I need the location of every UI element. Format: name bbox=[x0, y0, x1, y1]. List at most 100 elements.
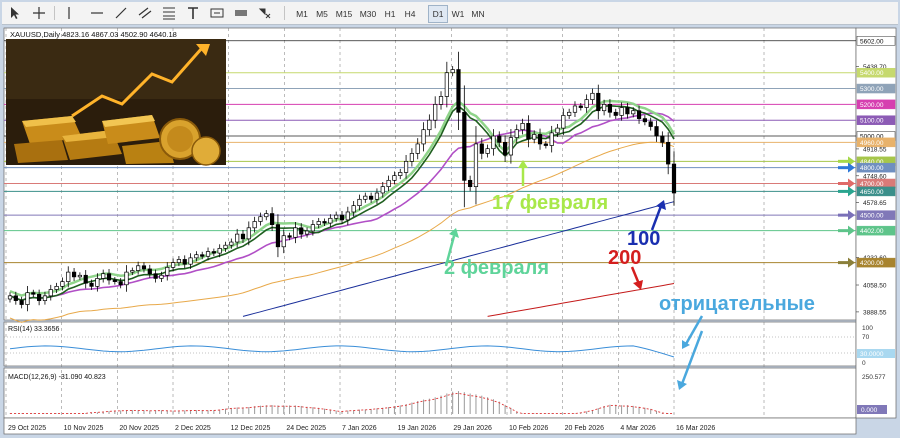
candle-body bbox=[666, 142, 671, 165]
price-axis-label: 4058.50 bbox=[863, 283, 887, 290]
candle-body bbox=[537, 134, 543, 145]
fibonacci-icon[interactable] bbox=[162, 6, 176, 20]
candle-body bbox=[468, 179, 473, 188]
macd-pane bbox=[3, 367, 857, 419]
arrow-head-icon bbox=[449, 228, 459, 238]
candle-body bbox=[508, 137, 514, 156]
candle-body bbox=[240, 233, 246, 240]
rsi-axis-70: 70 bbox=[862, 334, 870, 341]
channel-icon[interactable] bbox=[138, 6, 152, 20]
timeframe-m1[interactable]: M1 bbox=[296, 9, 308, 19]
candle-body bbox=[648, 121, 653, 127]
level-arrow-head-icon bbox=[848, 210, 855, 221]
annotation-feb17: 17 февраля bbox=[492, 192, 608, 214]
macd-axis-max: 250.577 bbox=[862, 374, 886, 381]
candle-body bbox=[374, 192, 380, 200]
macd-label: MACD(12,26,9) -31.090 40.823 bbox=[8, 374, 106, 381]
candle-body bbox=[369, 195, 374, 200]
rsi-axis-30: 30.0000 bbox=[860, 351, 884, 358]
candle-body bbox=[246, 227, 251, 240]
timeframe-h4[interactable]: H4 bbox=[404, 9, 416, 19]
price-level-label: 5300.00 bbox=[860, 86, 884, 93]
candle-body bbox=[549, 132, 554, 146]
vertical-line-icon[interactable] bbox=[62, 6, 76, 20]
candle-body bbox=[438, 96, 444, 105]
candle-body bbox=[567, 111, 572, 116]
date-label: 16 Mar 2026 bbox=[676, 425, 715, 432]
label-icon[interactable] bbox=[210, 6, 224, 20]
level-arrow-head-icon bbox=[848, 257, 855, 268]
candle-body bbox=[275, 224, 281, 248]
candlesticks bbox=[7, 51, 677, 312]
candle-body bbox=[223, 244, 228, 249]
level-arrow-head-icon bbox=[848, 225, 855, 236]
rsi-line bbox=[9, 345, 675, 358]
candle-body bbox=[654, 126, 659, 137]
candle-body bbox=[491, 135, 496, 150]
candle-body bbox=[421, 129, 426, 145]
candle-body bbox=[77, 274, 82, 278]
timeframe-m5[interactable]: M5 bbox=[316, 9, 328, 19]
candle-body bbox=[561, 115, 566, 129]
arrow-feb2 bbox=[444, 235, 456, 267]
cursor-icon[interactable] bbox=[8, 6, 22, 20]
rectangle-icon[interactable] bbox=[234, 6, 248, 20]
candle-body bbox=[235, 233, 240, 243]
price-level-tag bbox=[856, 67, 896, 78]
candle-body bbox=[95, 278, 100, 287]
date-label: 10 Feb 2026 bbox=[509, 425, 548, 432]
timeframe-d1[interactable]: D1 bbox=[428, 5, 448, 23]
candle-body bbox=[631, 110, 636, 115]
candle-body bbox=[31, 292, 36, 295]
candle-body bbox=[462, 111, 467, 181]
rsi-axis-0: 0 bbox=[862, 360, 866, 367]
candle-body bbox=[159, 274, 164, 279]
timeframe-h1[interactable]: H1 bbox=[384, 9, 396, 19]
level-arrow-head-icon bbox=[848, 178, 855, 189]
price-level-label: 4650.00 bbox=[860, 189, 884, 196]
toolbar: M1 M5 M15 M30 H1 H4 D1 W1 MN bbox=[2, 2, 898, 25]
ma-100-line bbox=[242, 201, 675, 317]
price-level-tag bbox=[856, 257, 896, 268]
candle-body bbox=[153, 273, 158, 279]
candle-body bbox=[205, 251, 211, 257]
timeframe-m30[interactable]: M30 bbox=[359, 9, 377, 19]
text-icon[interactable] bbox=[186, 6, 200, 20]
level-arrow-head-icon bbox=[848, 162, 855, 173]
date-label: 12 Dec 2025 bbox=[231, 425, 271, 432]
price-level-label: 5200.00 bbox=[860, 102, 884, 109]
candle-body bbox=[194, 254, 199, 259]
price-level-label: 4800.00 bbox=[860, 165, 884, 172]
arrow-100 bbox=[650, 205, 663, 231]
timeframe-w1[interactable]: W1 bbox=[451, 9, 465, 19]
candle-body bbox=[526, 123, 531, 140]
candle-body bbox=[456, 69, 461, 113]
arrow-macd bbox=[680, 330, 704, 385]
candle-body bbox=[48, 289, 53, 297]
date-label: 29 Oct 2025 bbox=[8, 425, 46, 432]
trendline-icon[interactable] bbox=[114, 6, 128, 20]
price-level-tag bbox=[856, 99, 896, 110]
candle-body bbox=[182, 259, 187, 265]
candle-body bbox=[532, 134, 537, 140]
shapes-icon[interactable] bbox=[258, 6, 272, 20]
candle-body bbox=[229, 241, 234, 246]
candle-body bbox=[130, 270, 135, 273]
date-label: 20 Feb 2026 bbox=[565, 425, 604, 432]
horizontal-line-icon[interactable] bbox=[90, 6, 104, 20]
annotation-negative: отрицательные bbox=[659, 293, 815, 315]
price-level-label: 5602.00 bbox=[860, 38, 884, 45]
toolbar-separator bbox=[284, 6, 285, 20]
macd-signal-line bbox=[10, 392, 674, 415]
candle-body bbox=[287, 235, 292, 238]
price-level-tag bbox=[856, 186, 896, 197]
date-axis-labels: 29 Oct 2025 10 Nov 2025 20 Nov 2025 2 Dec 2… bbox=[8, 425, 715, 432]
candle-body bbox=[380, 186, 385, 194]
candle-body bbox=[299, 227, 304, 235]
timeframe-mn[interactable]: MN bbox=[471, 9, 485, 19]
timeframe-m15[interactable]: M15 bbox=[335, 9, 353, 19]
candle-body bbox=[106, 273, 112, 281]
crosshair-icon[interactable] bbox=[32, 6, 46, 20]
